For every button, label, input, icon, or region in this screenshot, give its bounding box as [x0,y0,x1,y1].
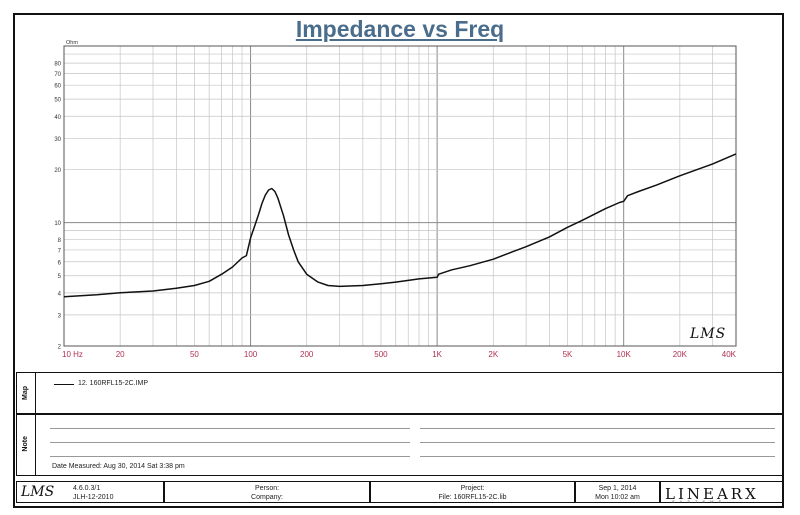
page-frame [13,13,784,508]
version: 4.6.0.3/1 [73,485,101,492]
note-rule [50,442,410,443]
y-tick-label: 3 [58,313,62,319]
plot-area [64,46,736,346]
linearx-logo: LINEARX [665,485,759,503]
y-tick-label: 70 [54,72,61,78]
x-tick-label: 2K [488,350,498,359]
note-rule [420,428,775,429]
x-tick-label: 10K [617,350,632,359]
impedance-chart: 10 Hz 20 50 100 200 500 1K 2K 5K 10K 20K 40K 2 3 4 5 6 7 8… [54,40,737,359]
x-tick-label: 10 Hz [62,350,83,359]
footer-project-cell: Project: File: 160RFL15-2C.lib [370,481,575,503]
note-rule [50,428,410,429]
y-tick-label: 60 [54,84,61,90]
legend-swatch [54,384,74,385]
note-section [16,414,783,476]
x-tick-label: 40K [722,350,737,359]
plot-border [63,45,737,347]
project-label: Project: [460,485,485,492]
person-label: Person: [254,485,280,492]
x-tick-label: 5K [563,350,573,359]
linearx-sub: SYSTEMS [672,499,727,504]
note-label-cell [16,414,36,476]
footer-lms-logo: LMS [21,484,55,500]
legend-entry: 12. 160RFL15-2C.IMP [78,380,149,387]
map-label-cell [16,372,36,414]
y-tick-label: 6 [58,260,62,266]
impedance-series-line [63,153,737,298]
y-tick-label: 40 [54,115,61,121]
y-tick-label: 50 [54,98,61,104]
version-code: JLH-12-2010 [73,494,114,501]
footer-time: Mon 10:02 am [595,494,640,501]
y-tick-label: 10 [54,221,61,227]
y-tick-label: 30 [54,137,61,143]
x-tick-label: 200 [300,350,314,359]
x-tick-label: 100 [244,350,258,359]
chart-title: Impedance vs Freq [295,16,505,42]
footer-brand-cell [660,481,783,503]
lms-watermark: LMS [690,326,727,342]
x-tick-label: 500 [374,350,388,359]
note-rule [50,456,410,457]
x-tick-label: 20 [116,350,125,359]
map-label: Map [22,386,29,400]
footer-logo-cell: LMS 4.6.0.3/1 JLH-12-2010 [16,481,164,503]
y-tick-label: 80 [54,62,61,68]
note-label: Note [22,436,29,452]
footer-date: Sep 1, 2014 [598,485,637,492]
footer-date-cell: Sep 1, 2014 Mon 10:02 am [575,481,660,503]
y-tick-label: 7 [58,248,62,254]
footer-person-cell: Person: Company: [164,481,370,503]
map-section [16,372,783,414]
company-label: Company: [251,494,283,501]
y-tick-label: 5 [58,274,62,280]
y-tick-label: 20 [54,168,61,174]
date-measured: Date Measured: Aug 30, 2014 Sat 3:38 pm [52,463,185,470]
y-tick-label: Ohm [66,40,78,46]
x-tick-label: 50 [190,350,199,359]
x-tick-label: 1K [432,350,442,359]
y-tick-label: 8 [58,238,62,244]
y-tick-label: 2 [58,345,62,351]
note-rule [420,442,775,443]
y-tick-label: 4 [58,291,62,297]
note-rule [420,456,775,457]
file-label: File: 160RFL15-2C.lib [438,494,507,501]
x-tick-label: 20K [673,350,688,359]
